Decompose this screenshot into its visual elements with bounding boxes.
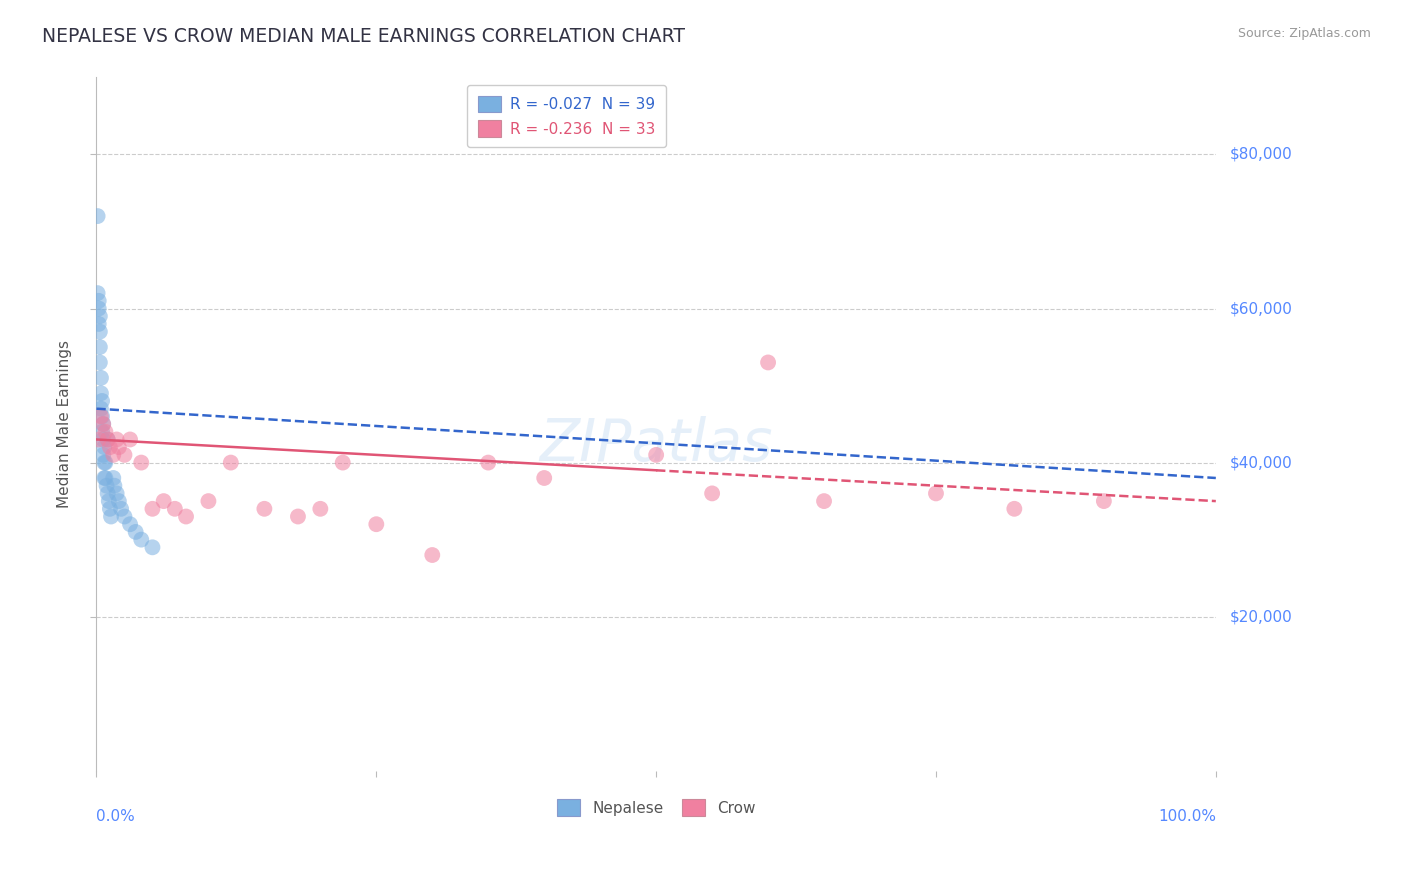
Point [141,541,163,555]
Point [756,355,779,369]
Point [89,340,111,354]
Text: 100.0%: 100.0% [1157,809,1216,824]
Point [98,440,121,454]
Text: ZIPatlas: ZIPatlas [540,417,773,474]
Point [124,524,146,539]
Point [103,479,125,493]
Point [152,494,174,508]
Point [86,209,108,223]
Point [97,433,120,447]
Point [91,448,114,462]
Point [94,471,117,485]
Point [91,417,114,431]
Text: 0.0%: 0.0% [97,809,135,824]
Point [91,394,114,409]
Point [90,386,112,401]
Point [105,433,128,447]
Point [91,425,114,439]
Point [366,517,388,532]
Point [89,325,111,339]
Point [332,456,354,470]
Point [90,401,112,416]
Point [103,471,125,485]
Point [114,509,136,524]
Point [100,509,122,524]
Y-axis label: Median Male Earnings: Median Male Earnings [58,340,72,508]
Point [93,456,115,470]
Point [94,456,117,470]
Point [89,310,111,324]
Point [93,440,115,454]
Point [163,501,186,516]
Point [105,486,128,500]
Point [87,433,110,447]
Point [120,517,142,532]
Point [91,409,114,424]
Point [925,486,948,500]
Point [97,486,120,500]
Point [91,417,114,431]
Point [97,433,120,447]
Point [87,317,110,331]
Text: $20,000: $20,000 [1230,609,1292,624]
Point [93,471,115,485]
Point [103,448,125,462]
Point [420,548,443,562]
Point [129,456,152,470]
Point [700,486,723,500]
Point [94,425,117,439]
Point [108,494,131,508]
Text: NEPALESE VS CROW MEDIAN MALE EARNINGS CORRELATION CHART: NEPALESE VS CROW MEDIAN MALE EARNINGS CO… [42,27,685,45]
Point [533,471,555,485]
Point [813,494,835,508]
Point [1002,501,1025,516]
Point [90,409,112,424]
Point [110,501,132,516]
Text: $80,000: $80,000 [1230,147,1292,162]
Point [219,456,242,470]
Legend: Nepalese, Crow: Nepalese, Crow [551,793,762,822]
Point [114,448,136,462]
Point [197,494,219,508]
Point [141,501,163,516]
Point [120,433,142,447]
Text: Source: ZipAtlas.com: Source: ZipAtlas.com [1237,27,1371,40]
Point [129,533,152,547]
Point [91,433,114,447]
Point [287,509,309,524]
Point [87,301,110,316]
Point [97,494,120,508]
Point [1092,494,1115,508]
Point [96,479,118,493]
Point [477,456,499,470]
Point [89,355,111,369]
Point [87,293,110,308]
Point [309,501,332,516]
Point [174,509,197,524]
Point [90,371,112,385]
Point [108,440,131,454]
Point [645,448,668,462]
Point [253,501,276,516]
Text: $40,000: $40,000 [1230,455,1292,470]
Point [86,286,108,301]
Point [98,501,121,516]
Text: $60,000: $60,000 [1230,301,1292,316]
